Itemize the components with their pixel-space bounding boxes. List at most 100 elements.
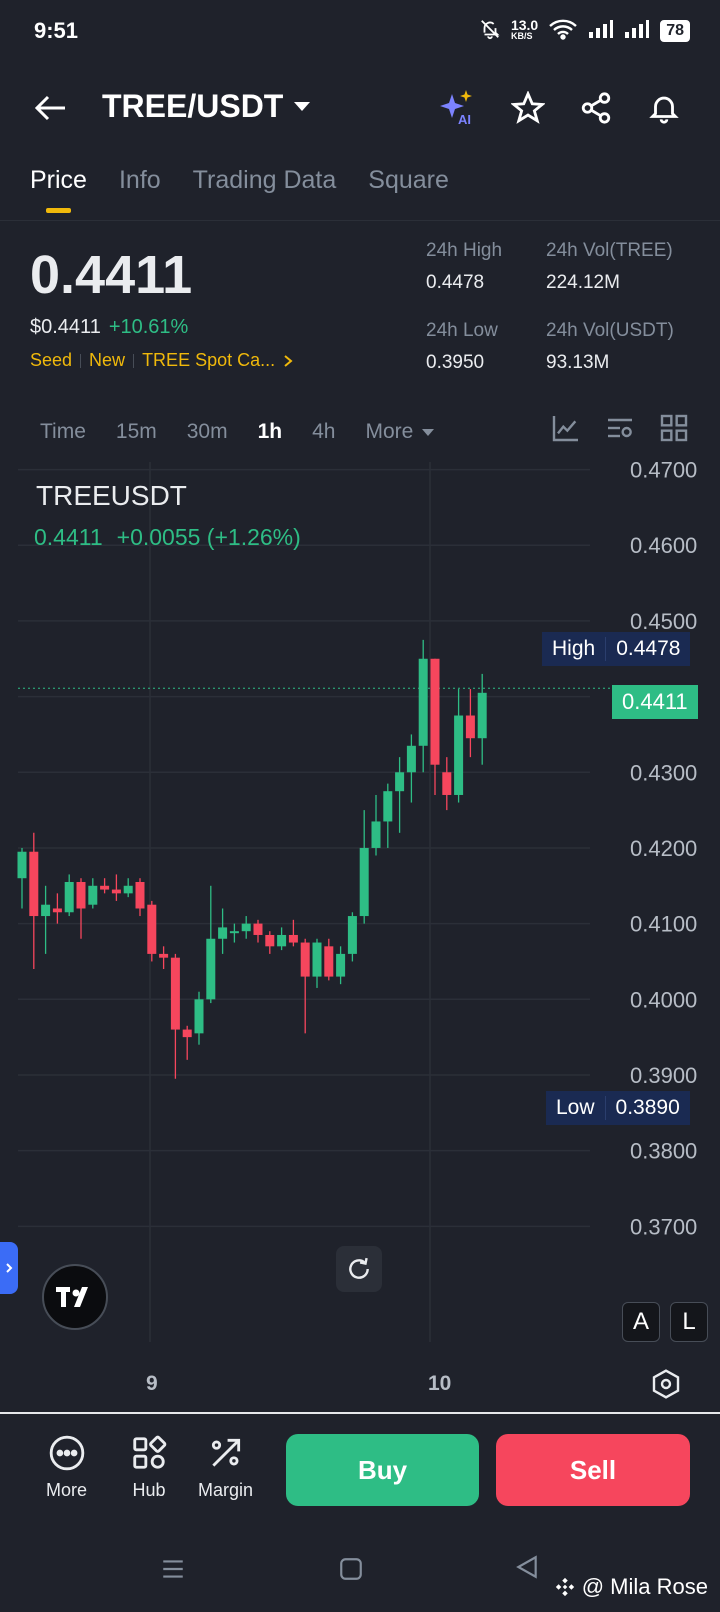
y-tick-label: 0.4000 xyxy=(630,987,697,1012)
tradingview-logo[interactable] xyxy=(42,1264,108,1330)
tag-seed: Seed xyxy=(30,350,73,370)
current-price-tag: 0.4411 xyxy=(612,685,698,719)
candle-down xyxy=(442,772,452,795)
candle-up xyxy=(395,772,405,792)
side-drawer-handle[interactable] xyxy=(0,1242,18,1294)
more-button[interactable]: More xyxy=(46,1434,87,1501)
stat-value: 93.13M xyxy=(546,352,610,373)
chart-canvas[interactable]: 0.47000.46000.45000.44000.43000.42000.41… xyxy=(0,458,720,1362)
candle-up xyxy=(406,745,416,773)
pair-selector[interactable]: TREE/USDT xyxy=(102,88,311,125)
stat-label: 24h High xyxy=(426,240,503,261)
tab-square[interactable]: Square xyxy=(368,166,449,194)
refresh-icon xyxy=(349,1257,369,1279)
stat-24h-high: 24h High 0.4478 xyxy=(426,240,502,294)
share-icon xyxy=(581,92,611,124)
tag-separator xyxy=(133,353,135,368)
tag-separator xyxy=(80,353,82,368)
candle-down xyxy=(135,882,145,909)
ai-sparkle-icon: AI xyxy=(440,90,472,127)
candle-up xyxy=(418,658,428,746)
chevron-right-icon xyxy=(6,1263,13,1273)
candle-up xyxy=(206,938,216,1000)
candle-up xyxy=(229,931,239,934)
star-icon xyxy=(511,91,545,124)
tab-price[interactable]: Price xyxy=(30,166,87,213)
candle-up xyxy=(454,715,464,795)
auto-scale-button[interactable]: A xyxy=(622,1302,660,1342)
margin-button[interactable]: Margin xyxy=(198,1434,253,1501)
x-axis-label: 10 xyxy=(428,1372,452,1395)
layout-button[interactable] xyxy=(658,412,690,449)
tag-row[interactable]: Seed New TREE Spot Ca... xyxy=(30,350,293,371)
binance-logo-icon xyxy=(555,1577,574,1597)
line-chart-icon xyxy=(552,416,578,442)
share-button[interactable] xyxy=(574,86,618,130)
low-label: Low xyxy=(556,1096,595,1119)
hub-button[interactable]: Hub xyxy=(130,1434,168,1501)
timeframe-more[interactable]: More xyxy=(365,420,435,444)
candle-up xyxy=(88,885,98,905)
buy-button[interactable]: Buy xyxy=(286,1434,479,1506)
favorite-button[interactable] xyxy=(506,86,550,130)
usd-price: $0.4411 xyxy=(30,316,101,338)
nav-back-button[interactable] xyxy=(514,1554,540,1585)
stat-24h-low: 24h Low 0.3950 xyxy=(426,320,498,374)
tab-info[interactable]: Info xyxy=(118,166,161,194)
margin-percent-icon xyxy=(211,1438,240,1467)
tab-divider xyxy=(0,220,720,221)
timeframe-1h[interactable]: 1h xyxy=(257,420,283,443)
tab-trading-data[interactable]: Trading Data xyxy=(192,166,337,194)
last-price: 0.4411 xyxy=(30,245,193,305)
nav-recents-button[interactable] xyxy=(160,1556,186,1587)
chart-settings-button[interactable] xyxy=(604,412,636,449)
watermark-text: @ Mila Rose xyxy=(581,1574,708,1599)
y-tick-label: 0.4600 xyxy=(630,533,697,558)
wifi-icon xyxy=(548,18,578,43)
hexagon-settings-icon xyxy=(652,1369,680,1399)
timeframe-time[interactable]: Time xyxy=(40,420,86,443)
timeframe-15m[interactable]: 15m xyxy=(115,420,157,443)
timeframe-30m[interactable]: 30m xyxy=(186,420,228,443)
stat-value: 0.3950 xyxy=(426,352,485,373)
high-marker: High 0.4478 xyxy=(542,632,691,666)
mute-icon xyxy=(479,18,501,43)
timeframe-4h[interactable]: 4h xyxy=(312,420,336,443)
candle-up xyxy=(477,692,487,739)
alert-button[interactable] xyxy=(642,86,686,130)
candle-up xyxy=(64,882,74,913)
tradingview-icon xyxy=(56,1287,88,1307)
candle-up xyxy=(277,934,287,947)
high-value: 0.4478 xyxy=(605,637,690,661)
net-speed: 13.0 KB/S xyxy=(510,16,539,41)
candle-down xyxy=(159,953,169,958)
sell-button[interactable]: Sell xyxy=(496,1434,690,1506)
candle-down xyxy=(182,1029,192,1038)
chart-settings-gear[interactable] xyxy=(650,1368,682,1405)
candle-up xyxy=(383,791,393,822)
reset-chart-button[interactable] xyxy=(336,1246,382,1292)
log-scale-button[interactable]: L xyxy=(670,1302,708,1342)
ai-button[interactable]: AI xyxy=(436,86,480,130)
candle-up xyxy=(41,904,51,917)
settings-sliders-icon xyxy=(608,418,632,438)
nav-home-button[interactable] xyxy=(338,1556,364,1587)
candle-down xyxy=(324,946,334,977)
back-button[interactable] xyxy=(28,86,72,130)
candle-down xyxy=(52,908,62,913)
caret-down-icon xyxy=(294,101,311,111)
candle-down xyxy=(265,934,275,947)
y-tick-label: 0.4700 xyxy=(630,462,697,483)
usd-price-row: $0.4411 +10.61% xyxy=(30,316,188,339)
stat-label: 24h Vol(TREE) xyxy=(546,240,673,261)
low-marker: Low 0.3890 xyxy=(546,1091,690,1125)
indicator-button[interactable] xyxy=(550,412,582,449)
tag-new: New xyxy=(89,350,126,370)
grid-icon xyxy=(660,414,688,442)
stat-value: 0.4478 xyxy=(426,272,485,293)
triangle-back-icon xyxy=(516,1555,537,1579)
candlestick-chart[interactable]: 0.47000.46000.45000.44000.43000.42000.41… xyxy=(0,458,720,1362)
square-icon xyxy=(340,1558,362,1580)
candle-up xyxy=(218,927,228,939)
status-bar: 9:51 13.0 KB/S 78 xyxy=(0,0,720,66)
